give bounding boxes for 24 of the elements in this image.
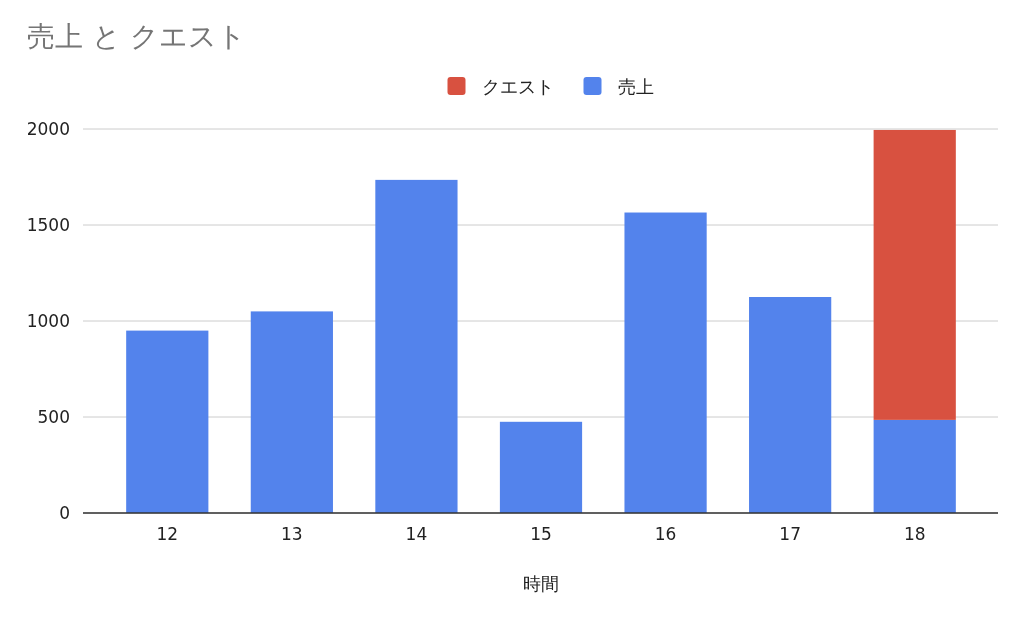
x-tick-label: 16: [654, 524, 677, 544]
bar: [499, 421, 583, 513]
bar: [873, 129, 956, 420]
x-tick-label: 18: [903, 524, 926, 544]
y-tick-label: 0: [59, 503, 70, 523]
bar: [624, 212, 707, 513]
y-tick-label: 1000: [26, 311, 70, 331]
chart-title: 売上 と クエスト: [27, 20, 246, 53]
y-tick-label: 2000: [26, 119, 70, 139]
legend-label: クエスト: [481, 76, 554, 97]
x-tick-label: 17: [779, 524, 801, 544]
y-tick-label: 1500: [26, 215, 70, 235]
x-tick-label: 13: [281, 524, 303, 544]
x-tick-label: 14: [405, 524, 428, 544]
x-axis-title: 時間: [522, 573, 559, 594]
bar: [126, 330, 209, 513]
legend-label: 売上: [617, 76, 654, 97]
bar: [250, 311, 333, 513]
x-tick-label: 15: [530, 524, 552, 544]
y-tick-label: 500: [37, 407, 70, 427]
bar: [375, 179, 458, 513]
bar: [749, 297, 832, 513]
bar: [873, 419, 956, 513]
x-tick-label: 12: [156, 524, 179, 544]
